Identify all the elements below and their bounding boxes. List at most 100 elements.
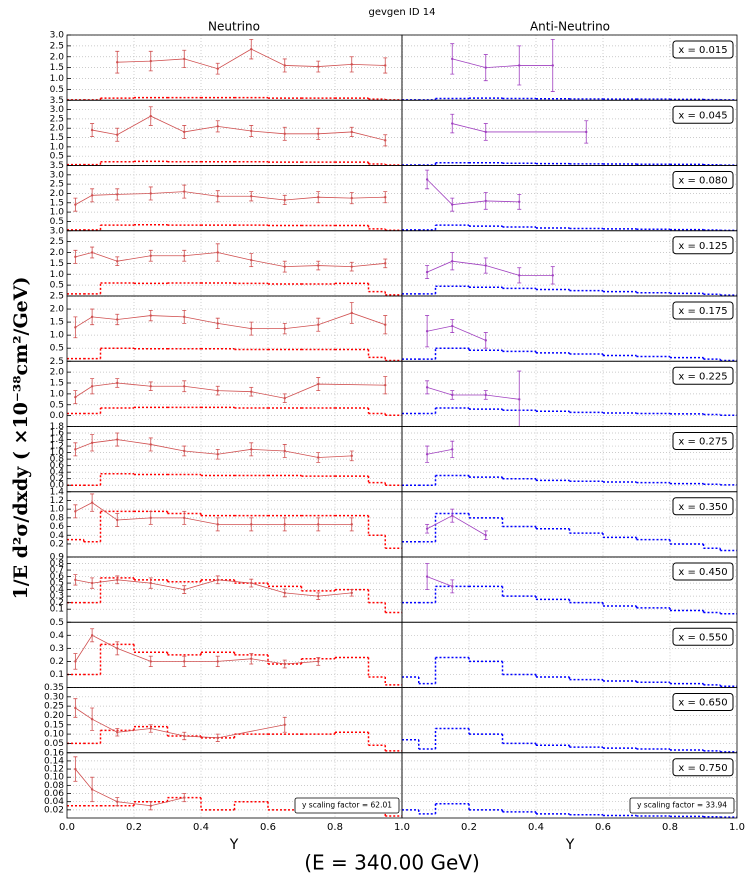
data-point (518, 274, 521, 277)
y-tick-label: 1.8 (50, 422, 65, 432)
data-point (116, 318, 119, 321)
data-point (484, 393, 487, 397)
x-tick-label: 0.6 (595, 822, 611, 833)
y-tick-label: 2.0 (50, 305, 65, 315)
y-tick-label: 0.3 (50, 644, 64, 654)
y-tick-label: 0.16 (44, 748, 64, 758)
y-tick-label: 1.6 (50, 429, 65, 439)
y-tick-label: 1.5 (50, 318, 64, 328)
row-label-box (672, 758, 734, 777)
y-tick-label: 0.02 (44, 805, 64, 815)
data-point (484, 339, 487, 342)
y-tick-label: 0.08 (44, 781, 64, 791)
y-tick-label: 0.4 (50, 468, 65, 478)
data-point (350, 265, 353, 268)
x-tick-label: 0.8 (327, 822, 343, 833)
data-point (250, 390, 253, 393)
y-tick-label: 2.5 (50, 180, 64, 190)
data-point (74, 255, 77, 259)
data-point (183, 254, 186, 257)
y-tick-label: 0.4 (50, 585, 65, 595)
row-label: x = 0.225 (678, 371, 727, 382)
data-point (451, 122, 454, 125)
y-tick-label: 0.04 (44, 797, 64, 807)
data-point (216, 453, 219, 456)
column-title: Anti-Neutrino (530, 20, 610, 34)
data-line (427, 325, 486, 341)
data-point (451, 448, 454, 451)
row-label-box (672, 236, 734, 255)
data-point (425, 527, 429, 530)
data-point (250, 523, 253, 526)
chart-title: gevgen ID 14 (369, 7, 436, 18)
y-tick-label: 0.5 (50, 400, 64, 410)
y-tick-label: 0.5 (50, 344, 64, 354)
data-point (384, 323, 387, 326)
data-point (116, 193, 119, 196)
data-point (74, 660, 77, 663)
y-tick-label: 0.1 (50, 670, 64, 680)
y-tick-label: 0.06 (44, 789, 64, 799)
data-point (216, 578, 219, 582)
data-point (484, 66, 487, 69)
data-point (116, 578, 119, 582)
data-point (90, 717, 94, 721)
data-point (74, 706, 77, 710)
y-tick-label: 0.15 (44, 720, 64, 730)
y-tick-label: 1.5 (50, 379, 64, 389)
data-point (518, 398, 521, 401)
y-tick-label: 1.0 (50, 74, 65, 84)
data-point (317, 132, 320, 136)
y-tick-label: 1.0 (50, 208, 65, 218)
y-tick-label: 2.5 (50, 292, 64, 302)
data-point (451, 57, 454, 61)
data-point (149, 516, 152, 520)
y-tick-label: 0.25 (44, 702, 64, 712)
row-label: x = 0.125 (678, 241, 727, 252)
y-tick-label: 0.1 (50, 605, 64, 615)
y-tick-label: 0.4 (50, 631, 65, 641)
data-point (216, 322, 219, 325)
panel (67, 296, 402, 362)
data-point (250, 195, 253, 198)
data-point (183, 449, 186, 453)
data-point (484, 534, 487, 537)
y-tick-label: 0.2 (50, 539, 64, 549)
data-point (518, 64, 521, 67)
y-tick-label: 0.2 (50, 657, 64, 667)
data-point (183, 385, 186, 388)
data-point (350, 454, 353, 458)
data-point (149, 314, 152, 317)
y-tick-label: 2.5 (50, 114, 64, 124)
data-point (317, 264, 320, 267)
row-label: x = 0.350 (678, 502, 727, 513)
y-tick-label: 0.30 (44, 692, 64, 702)
data-point (283, 64, 286, 67)
row-label-box (672, 693, 734, 711)
data-point (484, 264, 487, 267)
data-point (250, 47, 253, 51)
row-label: x = 0.275 (678, 437, 727, 448)
y-tick-label: 2.5 (50, 41, 64, 51)
data-point (116, 731, 119, 734)
data-point (283, 723, 286, 726)
y-tick-label: 0.3 (50, 592, 64, 602)
x-tick-label: 1.0 (394, 822, 410, 833)
scale-label: y scaling factor = 33.94 (637, 801, 727, 810)
y-tick-label: 0.5 (50, 579, 64, 589)
row-label: x = 0.045 (678, 110, 727, 121)
data-point (90, 194, 94, 197)
x-tick-label: 0.4 (193, 822, 209, 833)
data-point (317, 660, 320, 663)
y-tick-label: 1.0 (50, 448, 65, 458)
panel (67, 361, 402, 427)
panel (67, 622, 402, 688)
scale-label: y scaling factor = 62.01 (302, 801, 392, 810)
y-tick-label: 0.9 (50, 553, 65, 563)
data-point (283, 327, 286, 330)
data-line (427, 386, 520, 400)
data-point (116, 60, 119, 64)
y-tick-label: 1.0 (50, 389, 65, 399)
data-point (425, 178, 429, 181)
data-point (425, 270, 429, 274)
